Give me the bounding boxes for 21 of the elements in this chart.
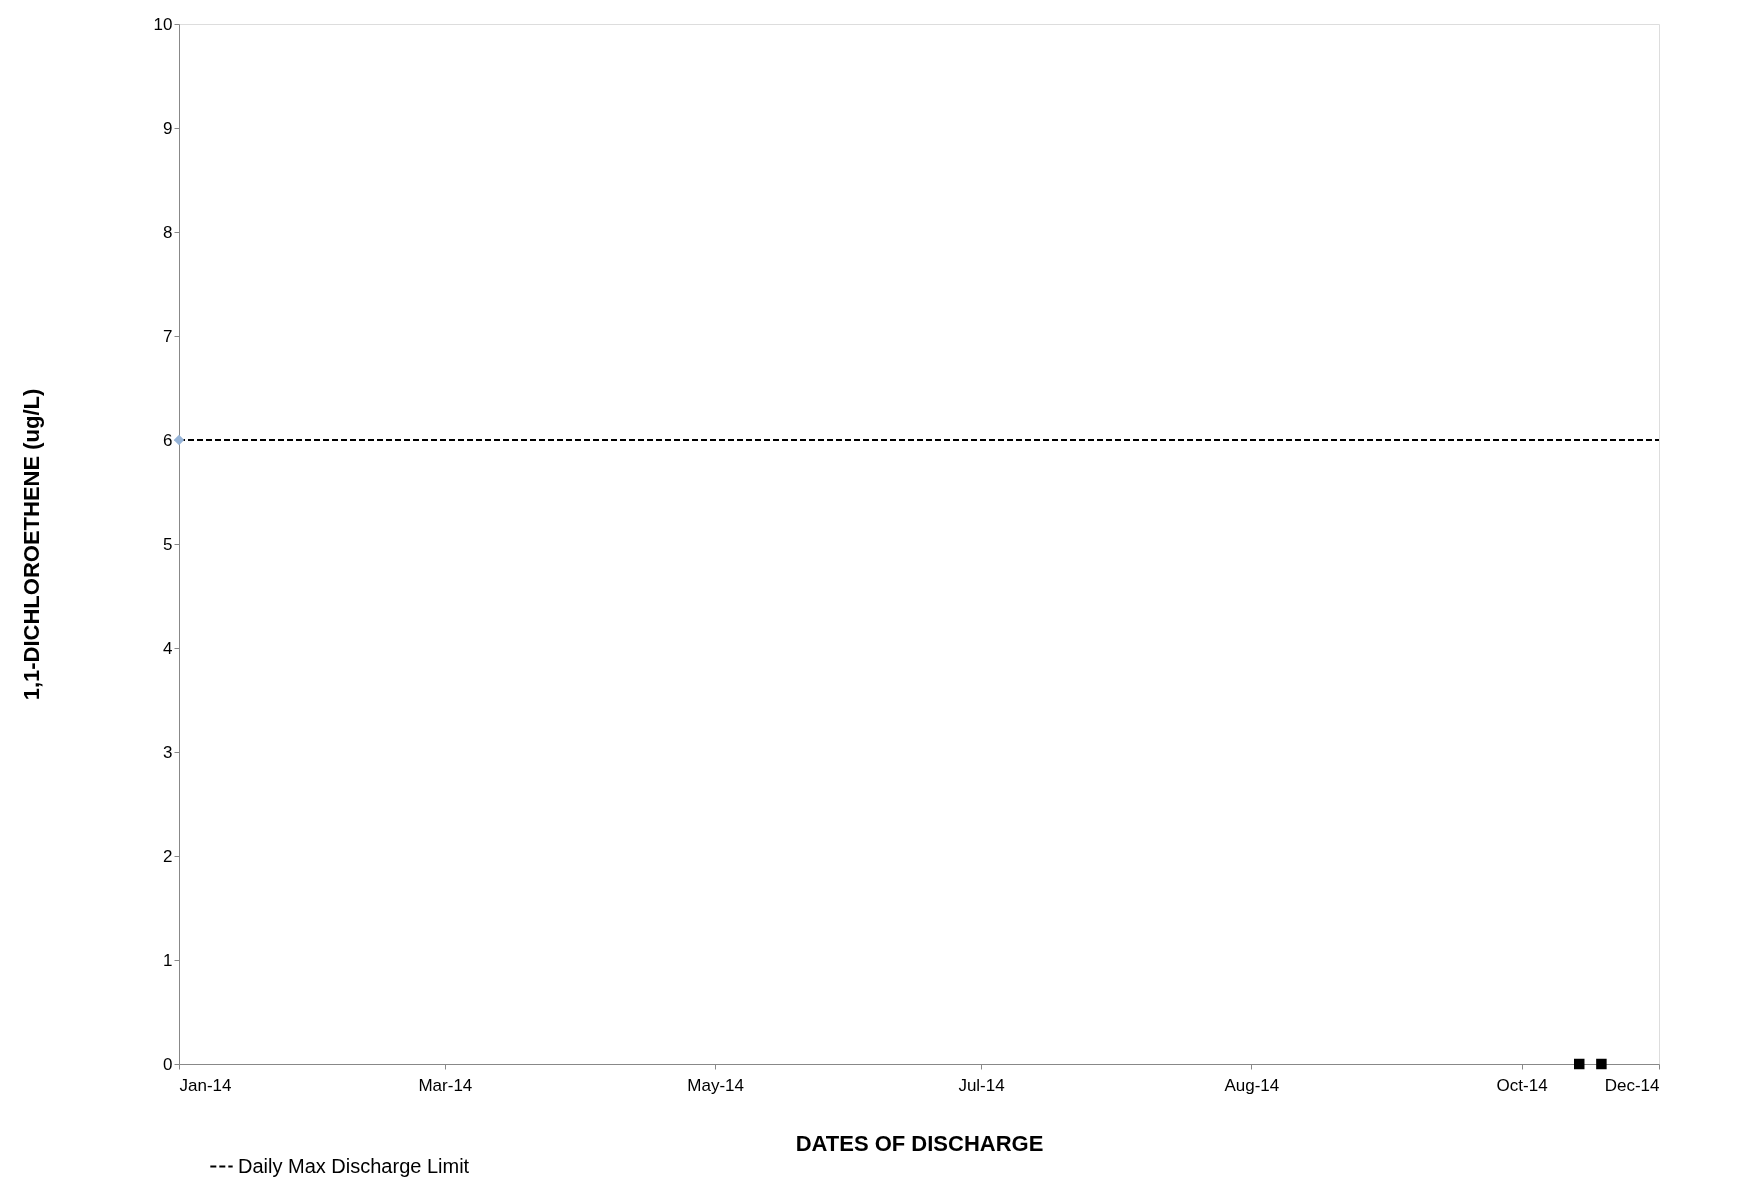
- y-tick-label: 6: [163, 430, 173, 450]
- y-tick-label: 1: [163, 950, 173, 970]
- y-tick-label: 0: [163, 1054, 173, 1074]
- x-tick-label: Jan-14: [179, 1075, 232, 1095]
- y-tick-label: 7: [163, 326, 173, 346]
- x-tick-label: Oct-14: [1496, 1075, 1548, 1095]
- x-axis-title: DATES OF DISCHARGE: [795, 1130, 1044, 1156]
- x-tick-label: Mar-14: [418, 1075, 473, 1095]
- legend-label: Daily Max Discharge Limit: [238, 1154, 470, 1177]
- x-tick-label: Aug-14: [1224, 1075, 1280, 1095]
- y-tick-label: 3: [163, 742, 173, 762]
- x-tick-label: Jul-14: [958, 1075, 1005, 1095]
- y-tick-label: 10: [153, 14, 173, 34]
- x-tick-label: Dec-14: [1604, 1075, 1660, 1095]
- y-axis-title: 1,1-DICHLOROETHENE (ug/L): [18, 388, 44, 701]
- y-tick-label: 4: [163, 638, 173, 658]
- y-tick-label: 9: [163, 118, 173, 138]
- y-tick-label: 5: [163, 534, 173, 554]
- y-tick-label: 2: [163, 846, 173, 866]
- x-tick-label: May-14: [687, 1075, 745, 1095]
- y-tick-label: 8: [163, 222, 173, 242]
